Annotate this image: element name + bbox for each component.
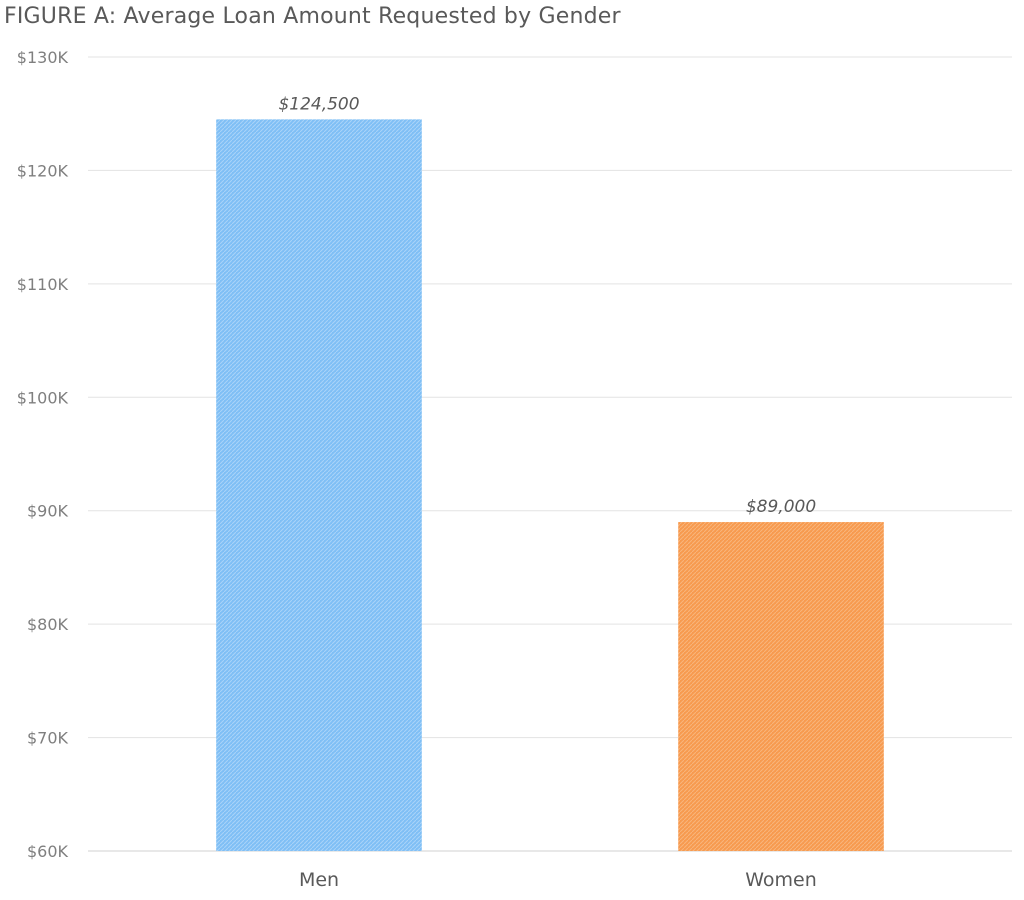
data-label-women: $89,000 (746, 497, 816, 517)
y-tick-label: $80K (27, 615, 69, 634)
y-tick-label: $60K (27, 842, 69, 861)
category-label-men: Men (299, 869, 339, 891)
y-tick-label: $120K (17, 161, 69, 180)
category-label-women: Women (745, 869, 817, 891)
data-label-men: $124,500 (278, 94, 359, 114)
bar-men (216, 119, 422, 851)
data-labels: $124,500 $89,000 (278, 94, 816, 517)
y-tick-label: $110K (17, 275, 69, 294)
y-tick-label: $130K (17, 48, 69, 67)
y-tick-label: $100K (17, 388, 69, 407)
y-tick-label: $70K (27, 729, 69, 748)
bar-women (678, 522, 884, 851)
x-axis: Men Women (299, 869, 817, 891)
y-axis: $60K $70K $80K $90K $100K $110K $120K $130K (17, 48, 69, 861)
y-tick-label: $90K (27, 502, 69, 521)
chart-title: FIGURE A: Average Loan Amount Requested … (4, 4, 621, 29)
bars (216, 119, 884, 851)
